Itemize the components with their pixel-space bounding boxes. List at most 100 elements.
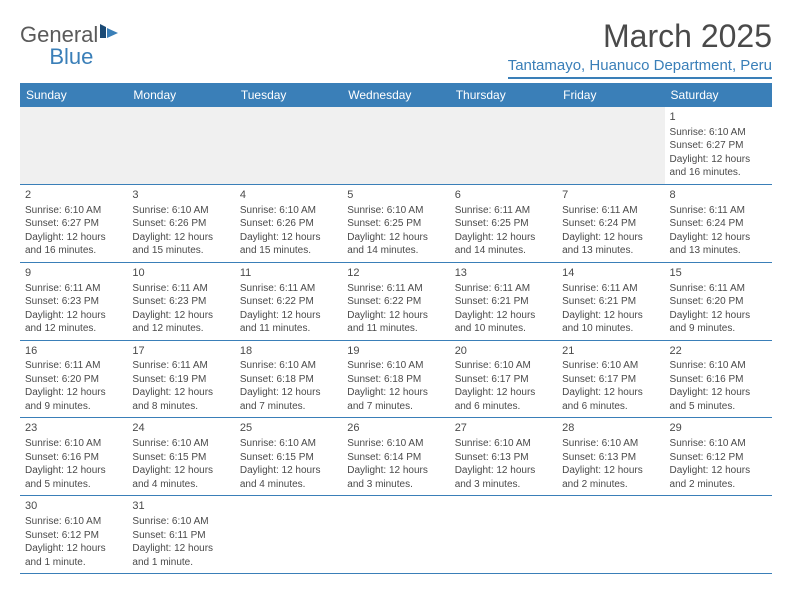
calendar-day-cell: 3Sunrise: 6:10 AMSunset: 6:26 PMDaylight… (127, 185, 234, 262)
day-number: 20 (455, 344, 552, 359)
sunset-text: Sunset: 6:24 PM (562, 217, 659, 231)
sunrise-text: Sunrise: 6:10 AM (347, 204, 444, 218)
day-header-thursday: Thursday (450, 83, 557, 107)
daylight-text: and 15 minutes. (132, 244, 229, 258)
calendar-empty-cell (20, 107, 127, 184)
daylight-text: and 13 minutes. (670, 244, 767, 258)
calendar-day-cell: 21Sunrise: 6:10 AMSunset: 6:17 PMDayligh… (557, 341, 664, 418)
sunrise-text: Sunrise: 6:11 AM (240, 282, 337, 296)
sunset-text: Sunset: 6:18 PM (240, 373, 337, 387)
daylight-text: Daylight: 12 hours (132, 464, 229, 478)
day-number: 14 (562, 266, 659, 281)
daylight-text: Daylight: 12 hours (347, 386, 444, 400)
sunrise-text: Sunrise: 6:11 AM (562, 204, 659, 218)
daylight-text: Daylight: 12 hours (347, 464, 444, 478)
day-number: 10 (132, 266, 229, 281)
sunrise-text: Sunrise: 6:10 AM (25, 515, 122, 529)
sunrise-text: Sunrise: 6:10 AM (670, 126, 767, 140)
daylight-text: Daylight: 12 hours (25, 542, 122, 556)
day-number: 27 (455, 421, 552, 436)
day-number: 1 (670, 110, 767, 125)
day-number: 29 (670, 421, 767, 436)
calendar-day-cell: 8Sunrise: 6:11 AMSunset: 6:24 PMDaylight… (665, 185, 772, 262)
day-number: 28 (562, 421, 659, 436)
sunrise-text: Sunrise: 6:11 AM (25, 359, 122, 373)
calendar-day-cell: 15Sunrise: 6:11 AMSunset: 6:20 PMDayligh… (665, 263, 772, 340)
daylight-text: and 3 minutes. (455, 478, 552, 492)
daylight-text: and 13 minutes. (562, 244, 659, 258)
day-number: 5 (347, 188, 444, 203)
daylight-text: Daylight: 12 hours (132, 542, 229, 556)
sunrise-text: Sunrise: 6:11 AM (25, 282, 122, 296)
day-number: 12 (347, 266, 444, 281)
sunset-text: Sunset: 6:16 PM (670, 373, 767, 387)
calendar-week-row: 30Sunrise: 6:10 AMSunset: 6:12 PMDayligh… (20, 496, 772, 574)
daylight-text: and 8 minutes. (132, 400, 229, 414)
calendar-day-cell: 27Sunrise: 6:10 AMSunset: 6:13 PMDayligh… (450, 418, 557, 495)
sunset-text: Sunset: 6:25 PM (347, 217, 444, 231)
calendar-day-cell: 31Sunrise: 6:10 AMSunset: 6:11 PMDayligh… (127, 496, 234, 573)
calendar-empty-cell (665, 496, 772, 573)
sunrise-text: Sunrise: 6:10 AM (240, 437, 337, 451)
daylight-text: and 5 minutes. (670, 400, 767, 414)
daylight-text: and 15 minutes. (240, 244, 337, 258)
sunset-text: Sunset: 6:18 PM (347, 373, 444, 387)
sunset-text: Sunset: 6:23 PM (25, 295, 122, 309)
sunrise-text: Sunrise: 6:11 AM (670, 282, 767, 296)
daylight-text: and 3 minutes. (347, 478, 444, 492)
daylight-text: Daylight: 12 hours (562, 464, 659, 478)
title-block: March 2025 Tantamayo, Huanuco Department… (508, 18, 772, 79)
day-number: 23 (25, 421, 122, 436)
day-header-sunday: Sunday (20, 83, 127, 107)
calendar-empty-cell (342, 496, 449, 573)
location-label: Tantamayo, Huanuco Department, Peru (508, 57, 772, 79)
calendar-day-cell: 6Sunrise: 6:11 AMSunset: 6:25 PMDaylight… (450, 185, 557, 262)
sunset-text: Sunset: 6:15 PM (240, 451, 337, 465)
calendar-day-cell: 23Sunrise: 6:10 AMSunset: 6:16 PMDayligh… (20, 418, 127, 495)
calendar-day-cell: 10Sunrise: 6:11 AMSunset: 6:23 PMDayligh… (127, 263, 234, 340)
day-number: 24 (132, 421, 229, 436)
calendar-day-cell: 28Sunrise: 6:10 AMSunset: 6:13 PMDayligh… (557, 418, 664, 495)
sunrise-text: Sunrise: 6:10 AM (455, 359, 552, 373)
daylight-text: and 1 minute. (132, 556, 229, 570)
calendar-empty-cell (557, 496, 664, 573)
sunrise-text: Sunrise: 6:10 AM (25, 204, 122, 218)
calendar-day-cell: 2Sunrise: 6:10 AMSunset: 6:27 PMDaylight… (20, 185, 127, 262)
calendar-empty-cell (235, 107, 342, 184)
sunrise-text: Sunrise: 6:11 AM (562, 282, 659, 296)
sunrise-text: Sunrise: 6:11 AM (455, 282, 552, 296)
sunset-text: Sunset: 6:22 PM (240, 295, 337, 309)
daylight-text: and 11 minutes. (347, 322, 444, 336)
sunset-text: Sunset: 6:17 PM (562, 373, 659, 387)
sunset-text: Sunset: 6:17 PM (455, 373, 552, 387)
sunset-text: Sunset: 6:11 PM (132, 529, 229, 543)
daylight-text: Daylight: 12 hours (455, 386, 552, 400)
day-number: 9 (25, 266, 122, 281)
daylight-text: Daylight: 12 hours (347, 231, 444, 245)
day-number: 21 (562, 344, 659, 359)
calendar-day-cell: 11Sunrise: 6:11 AMSunset: 6:22 PMDayligh… (235, 263, 342, 340)
sunrise-text: Sunrise: 6:10 AM (347, 437, 444, 451)
calendar-day-cell: 12Sunrise: 6:11 AMSunset: 6:22 PMDayligh… (342, 263, 449, 340)
sunset-text: Sunset: 6:13 PM (562, 451, 659, 465)
calendar-day-cell: 14Sunrise: 6:11 AMSunset: 6:21 PMDayligh… (557, 263, 664, 340)
day-number: 22 (670, 344, 767, 359)
sunset-text: Sunset: 6:26 PM (240, 217, 337, 231)
calendar-empty-cell (235, 496, 342, 573)
calendar-day-cell: 30Sunrise: 6:10 AMSunset: 6:12 PMDayligh… (20, 496, 127, 573)
daylight-text: and 9 minutes. (670, 322, 767, 336)
sunrise-text: Sunrise: 6:11 AM (132, 282, 229, 296)
daylight-text: and 9 minutes. (25, 400, 122, 414)
day-number: 11 (240, 266, 337, 281)
sunrise-text: Sunrise: 6:10 AM (25, 437, 122, 451)
sunset-text: Sunset: 6:21 PM (562, 295, 659, 309)
daylight-text: and 6 minutes. (455, 400, 552, 414)
calendar-week-row: 1Sunrise: 6:10 AMSunset: 6:27 PMDaylight… (20, 107, 772, 185)
sunrise-text: Sunrise: 6:10 AM (670, 359, 767, 373)
daylight-text: Daylight: 12 hours (455, 464, 552, 478)
day-number: 2 (25, 188, 122, 203)
sunrise-text: Sunrise: 6:11 AM (455, 204, 552, 218)
calendar-day-cell: 22Sunrise: 6:10 AMSunset: 6:16 PMDayligh… (665, 341, 772, 418)
calendar-body: 1Sunrise: 6:10 AMSunset: 6:27 PMDaylight… (20, 107, 772, 574)
calendar-day-headers: Sunday Monday Tuesday Wednesday Thursday… (20, 83, 772, 107)
